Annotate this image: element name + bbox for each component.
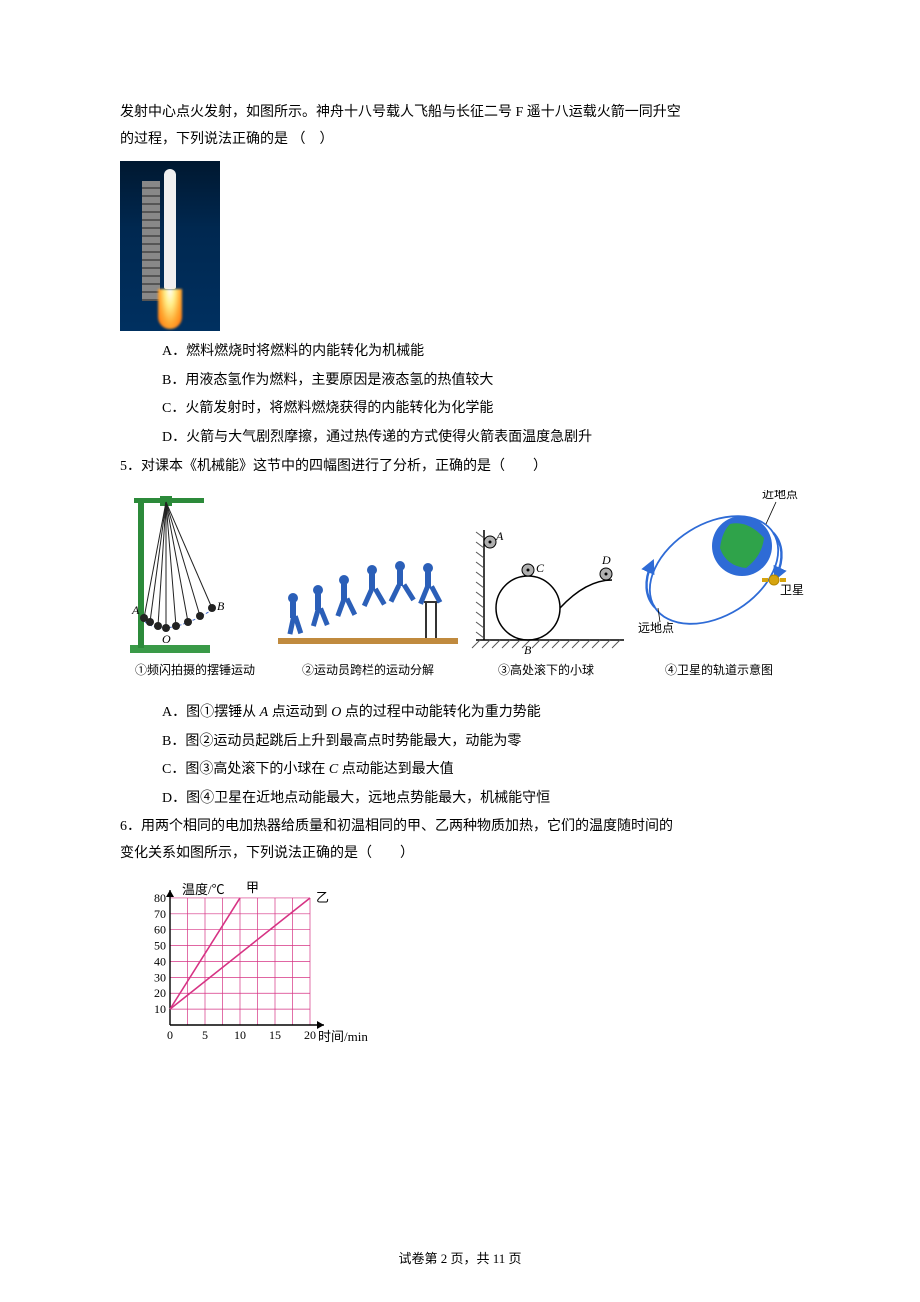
q5-figures: A O B ①频闪拍摄的摆锤运动 ②运动员跨栏的运动分解: [120, 490, 800, 682]
rocket-tower: [142, 181, 160, 301]
q6-stem-line2: 变化关系如图所示，下列说法正确的是（ ）: [120, 841, 800, 868]
q5-fig2-svg: [278, 490, 458, 655]
fig3-label-d: D: [601, 553, 611, 567]
q4-intro-line1: 发射中心点火发射，如图所示。神舟十八号载人飞船与长征二号 F 遥十八运载火箭一同…: [120, 100, 800, 127]
svg-text:温度/℃: 温度/℃: [182, 882, 225, 897]
svg-text:10: 10: [154, 1002, 166, 1016]
svg-text:0: 0: [167, 1028, 173, 1042]
svg-text:15: 15: [269, 1028, 281, 1042]
rocket-flame: [158, 289, 182, 329]
q5-fig4: 近地点 远地点 卫星 ④卫星的轨道示意图: [634, 490, 804, 682]
svg-text:20: 20: [304, 1028, 316, 1042]
q6-stem-line1: 6．用两个相同的电加热器给质量和初温相同的甲、乙两种物质加热，它们的温度随时间的: [120, 814, 800, 841]
fig3-label-b: B: [524, 643, 532, 655]
svg-text:70: 70: [154, 906, 166, 920]
svg-text:60: 60: [154, 922, 166, 936]
fig4-label-near: 近地点: [762, 490, 798, 501]
q4-option-c: C．火箭发射时，将燃料燃烧获得的内能转化为化学能: [162, 396, 800, 423]
q5-fig1-svg: A O B: [120, 490, 270, 655]
fig4-label-far: 远地点: [638, 621, 674, 635]
fig4-label-sat: 卫星: [780, 583, 804, 597]
svg-text:30: 30: [154, 970, 166, 984]
q5-fig3: A C B D ③高处滚下的小球: [466, 490, 626, 682]
q4-options: A．燃料燃烧时将燃料的内能转化为机械能 B．用液态氢作为燃料，主要原因是液态氢的…: [120, 339, 800, 451]
fig1-label-b: B: [217, 599, 225, 613]
q5-fig4-caption: ④卫星的轨道示意图: [665, 659, 773, 682]
fig1-label-a: A: [131, 603, 140, 617]
q5-option-c: C．图③高处滚下的小球在 C 点动能达到最大值: [162, 757, 800, 784]
page-footer: 试卷第 2 页，共 11 页: [0, 1247, 920, 1272]
q4-option-d: D．火箭与大气剧烈摩擦，通过热传递的方式使得火箭表面温度急剧升: [162, 425, 800, 452]
q5-stem: 5．对课本《机械能》这节中的四幅图进行了分析，正确的是（ ）: [120, 454, 800, 481]
q6-graph: 0 5 10 15 20 10 20 30 40 50 60 70 80 温度/℃ 时间/min 甲乙: [132, 876, 382, 1051]
q5-fig1: A O B ①频闪拍摄的摆锤运动: [120, 490, 270, 682]
q5-fig1-caption: ①频闪拍摄的摆锤运动: [135, 659, 255, 682]
q5-option-d: D．图④卫星在近地点动能最大，远地点势能最大，机械能守恒: [162, 786, 800, 813]
q5-fig3-svg: A C B D: [466, 490, 626, 655]
svg-text:甲: 甲: [246, 879, 259, 894]
q4-rocket-image: [120, 161, 220, 331]
fig3-label-c: C: [536, 561, 545, 575]
svg-text:80: 80: [154, 890, 166, 904]
q5-fig2: ②运动员跨栏的运动分解: [278, 490, 458, 682]
q5-option-b: B．图②运动员起跳后上升到最高点时势能最大，动能为零: [162, 729, 800, 756]
svg-text:10: 10: [234, 1028, 246, 1042]
svg-text:20: 20: [154, 986, 166, 1000]
q5-options: A．图①摆锤从 A 点运动到 O 点的过程中动能转化为重力势能 B．图②运动员起…: [120, 700, 800, 812]
q4-intro-line2: 的过程，下列说法正确的是 （ ）: [120, 127, 800, 154]
q5-fig2-caption: ②运动员跨栏的运动分解: [302, 659, 434, 682]
q5-fig3-caption: ③高处滚下的小球: [498, 659, 594, 682]
q4-option-b: B．用液态氢作为燃料，主要原因是液态氢的热值较大: [162, 368, 800, 395]
q5-fig4-svg: 近地点 远地点 卫星: [634, 490, 804, 655]
svg-text:40: 40: [154, 954, 166, 968]
svg-text:时间/min: 时间/min: [318, 1029, 368, 1044]
fig3-label-a: A: [495, 529, 504, 543]
svg-text:50: 50: [154, 938, 166, 952]
svg-text:乙: 乙: [316, 889, 329, 904]
q4-option-a: A．燃料燃烧时将燃料的内能转化为机械能: [162, 339, 800, 366]
rocket-body: [164, 169, 176, 289]
svg-text:5: 5: [202, 1028, 208, 1042]
fig1-label-o: O: [162, 632, 171, 646]
q5-option-a: A．图①摆锤从 A 点运动到 O 点的过程中动能转化为重力势能: [162, 700, 800, 727]
